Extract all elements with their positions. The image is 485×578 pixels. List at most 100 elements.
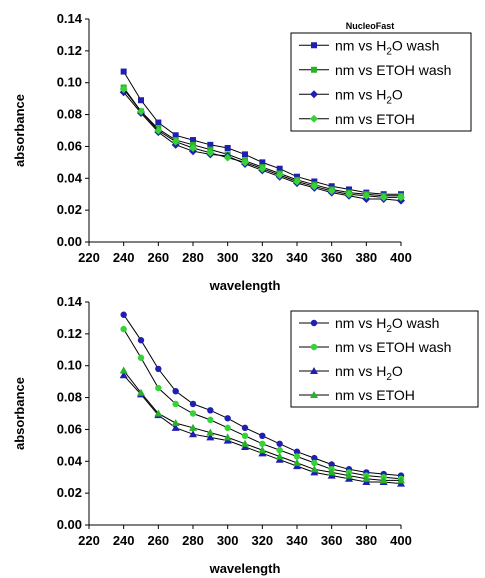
data-point — [120, 325, 127, 333]
legend: nm vs H2O wash nm vs ETOH wash nm vs H2O nm… — [290, 310, 479, 408]
data-point — [293, 453, 301, 460]
data-point — [223, 153, 232, 162]
data-point — [276, 165, 283, 172]
legend-entry: nm vs H2O — [299, 86, 403, 106]
data-point — [224, 145, 231, 152]
y-tick-label: 0.12 — [57, 326, 82, 341]
data-point — [172, 388, 179, 395]
data-point — [172, 400, 179, 408]
x-axis-title: wavelength — [209, 561, 281, 576]
legend-marker — [311, 42, 317, 49]
data-point — [206, 148, 215, 157]
data-point — [120, 68, 127, 75]
data-point — [207, 416, 214, 424]
data-point — [242, 151, 248, 158]
data-point — [207, 141, 214, 148]
data-point — [276, 446, 283, 454]
legend-marker — [310, 90, 318, 99]
data-point — [224, 415, 231, 422]
y-tick-label: 0.10 — [57, 75, 82, 90]
y-tick-label: 0.08 — [57, 107, 82, 122]
legend-label: nm vs ETOH — [335, 111, 415, 127]
x-tick-label: 320 — [251, 250, 273, 265]
data-point — [345, 190, 353, 199]
data-point — [293, 448, 301, 455]
data-point — [171, 137, 180, 146]
legend-marker — [310, 319, 318, 327]
data-point — [224, 424, 231, 432]
data-point — [206, 433, 215, 441]
data-point — [362, 474, 371, 482]
series-3 — [119, 366, 405, 484]
data-point — [397, 476, 405, 484]
x-tick-label: 300 — [217, 250, 239, 265]
data-point — [259, 440, 266, 447]
data-point — [293, 177, 301, 186]
x-tick-label: 380 — [355, 250, 377, 265]
x-tick-label: 280 — [182, 533, 204, 548]
legend-entry: nm vs H2O wash — [299, 315, 439, 335]
data-point — [189, 400, 197, 408]
legend-label: nm vs ETOH — [335, 387, 415, 403]
data-point — [119, 85, 128, 94]
legend-entry: nm vs ETOH — [299, 387, 415, 403]
data-point — [275, 171, 284, 180]
data-point — [155, 119, 162, 126]
annotation-label: NucleoFast — [346, 21, 395, 31]
y-axis-title: absorbance — [12, 94, 27, 167]
data-point — [171, 423, 180, 431]
data-point — [294, 173, 300, 180]
x-tick-label: 240 — [113, 250, 135, 265]
data-point — [154, 126, 163, 135]
data-point — [155, 384, 162, 392]
data-point — [189, 410, 197, 417]
data-point — [137, 337, 145, 344]
legend-label: nm vs H2O wash — [335, 37, 439, 57]
data-point — [345, 471, 353, 479]
x-tick-label: 260 — [147, 250, 169, 265]
legend-marker — [310, 367, 318, 374]
x-tick-label: 360 — [321, 250, 343, 265]
data-point — [397, 193, 405, 202]
data-point — [137, 388, 145, 396]
data-point — [327, 187, 336, 196]
x-tick-label: 260 — [147, 533, 169, 548]
data-point — [379, 476, 388, 484]
series-3 — [119, 85, 405, 202]
data-point — [275, 452, 284, 460]
y-tick-label: 0.00 — [57, 234, 82, 249]
data-point — [362, 191, 371, 200]
x-tick-label: 380 — [355, 533, 377, 548]
x-tick-label: 220 — [78, 533, 100, 548]
data-point — [120, 311, 127, 318]
data-point — [241, 439, 249, 447]
data-point — [311, 454, 318, 462]
x-tick-label: 320 — [251, 533, 273, 548]
data-point — [379, 193, 388, 202]
data-point — [311, 459, 318, 467]
legend-entry: nm vs H2O wash — [299, 37, 439, 57]
data-point — [137, 354, 145, 361]
y-tick-label: 0.02 — [57, 202, 82, 217]
y-axis-title: absorbance — [12, 377, 27, 450]
data-point — [154, 409, 163, 417]
legend: nm vs H2O wash nm vs ETOH wash nm vs H2O nm… — [290, 32, 472, 132]
data-point — [259, 159, 266, 166]
y-tick-label: 0.04 — [57, 453, 83, 468]
data-point — [258, 446, 267, 454]
data-point — [310, 182, 319, 191]
legend-label: nm vs ETOH wash — [335, 62, 451, 78]
x-tick-label: 300 — [217, 533, 239, 548]
chart-top: 0.00 0.02 0.04 0.06 0.08 0.10 0.12 0.14 220 240 26… — [12, 11, 472, 293]
y-tick-label: 0.02 — [57, 485, 82, 500]
legend-entry: nm vs ETOH wash — [299, 62, 451, 78]
x-tick-label: 340 — [286, 250, 308, 265]
legend-marker — [310, 391, 318, 398]
data-point — [276, 440, 283, 447]
y-tick-label: 0.06 — [57, 138, 82, 153]
data-point — [155, 365, 162, 373]
legend-label: nm vs H2O — [335, 86, 403, 106]
x-tick-label: 340 — [286, 533, 308, 548]
x-tick-label: 220 — [78, 250, 100, 265]
